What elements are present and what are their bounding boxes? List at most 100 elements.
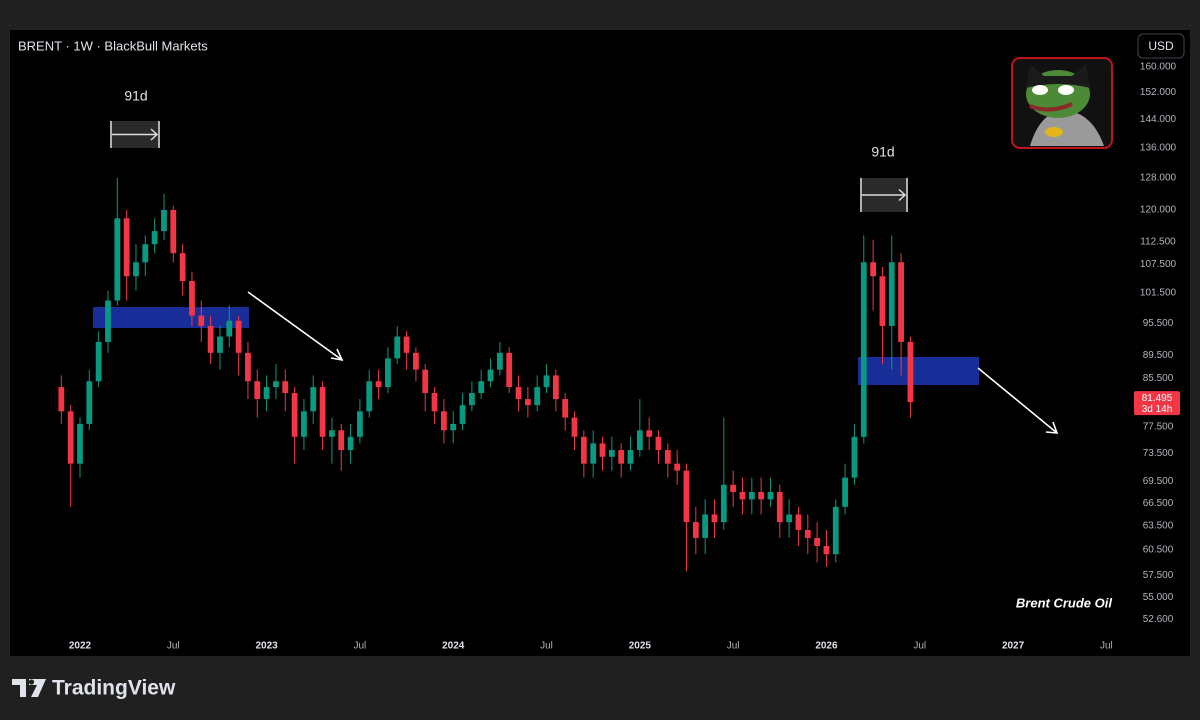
candle-body: [524, 399, 531, 406]
candle-body: [739, 492, 746, 500]
candle-body: [105, 300, 111, 342]
y-tick-label: 160.000: [1140, 62, 1177, 73]
candle-body: [161, 209, 167, 232]
trend-arrow: [977, 367, 1059, 434]
candle-body: [823, 545, 830, 555]
candle-body: [608, 450, 615, 457]
candle-body: [580, 436, 587, 464]
candle-body: [394, 336, 401, 359]
y-axis: 160.000 152.000 144.000 136.000 128.000 120.0…: [1122, 62, 1177, 625]
candle-body: [217, 336, 223, 353]
candle-body: [552, 375, 559, 400]
candle-body: [627, 450, 634, 464]
brand-logo: TradingView: [12, 677, 176, 700]
candle-body: [67, 411, 74, 464]
candle-body: [636, 430, 643, 451]
chart-pane: [10, 30, 1190, 656]
candle-body: [515, 387, 522, 400]
candle-body: [748, 492, 755, 500]
y-tick-label: 55.000: [1143, 592, 1174, 603]
x-tick-label: Jul: [354, 641, 367, 652]
candle-body: [151, 231, 158, 245]
candle-body: [599, 443, 606, 457]
candle-body: [422, 369, 429, 394]
range-marker: 91d: [110, 88, 160, 148]
candle-body: [431, 393, 438, 412]
candles: [58, 177, 914, 572]
candle-body: [590, 443, 597, 464]
candle-body: [198, 315, 205, 326]
candle-body: [842, 477, 849, 507]
candle-body: [226, 320, 233, 337]
candle-body: [674, 463, 681, 471]
candle-body: [301, 411, 307, 437]
candle-body: [814, 537, 821, 546]
candle-body: [776, 492, 783, 523]
countdown-label: 3d 14h: [1142, 404, 1173, 415]
y-tick-label: 101.500: [1140, 288, 1177, 299]
y-tick-label: 152.000: [1140, 87, 1177, 98]
candle-body: [207, 325, 214, 353]
avatar-badge: [1045, 127, 1063, 137]
candle-body: [487, 369, 494, 382]
x-tick-label: 2026: [815, 641, 838, 652]
x-tick-label: 2024: [442, 641, 465, 652]
brand-mark: [12, 679, 46, 697]
candle-body: [263, 387, 270, 400]
currency-button[interactable]: [1137, 33, 1185, 59]
y-tick-label: 52.600: [1143, 614, 1174, 625]
candle-body: [720, 484, 727, 523]
supply-zone: [93, 307, 249, 328]
candle-body: [804, 529, 811, 538]
candle-body: [562, 399, 569, 418]
candle-body: [114, 218, 121, 301]
range-label: 91d: [124, 88, 147, 104]
avatar-body: [1030, 110, 1104, 146]
candle-body: [403, 336, 410, 353]
candle-body: [459, 405, 466, 424]
x-tick-label: Jul: [727, 641, 740, 652]
trend-arrow: [247, 291, 344, 362]
x-tick-label: 2023: [255, 641, 278, 652]
watermark: Brent Crude Oil: [1016, 595, 1112, 610]
candle-body: [77, 423, 83, 464]
supply-zone: [858, 357, 979, 385]
candle-body: [907, 341, 914, 403]
range-arrow: [862, 188, 907, 202]
candle-body: [758, 492, 765, 500]
candle-body: [282, 381, 289, 394]
candle-body: [254, 381, 261, 400]
candle-body: [357, 411, 363, 437]
candle-body: [795, 514, 802, 530]
last-price-label: 81.495: [1142, 393, 1173, 404]
candle-body: [870, 262, 876, 277]
candle-body: [123, 218, 130, 277]
candle-body: [468, 393, 475, 406]
candle-body: [189, 281, 195, 316]
range-arrow: [112, 128, 159, 141]
candle-body: [506, 352, 513, 388]
y-tick-label: 63.500: [1143, 521, 1174, 532]
y-tick-label: 89.500: [1143, 350, 1174, 361]
candle-body: [702, 514, 709, 538]
brand-name: TradingView: [52, 677, 176, 700]
candle-body: [245, 352, 251, 382]
candle-body: [347, 436, 354, 451]
y-tick-label: 77.500: [1143, 422, 1174, 433]
candle-body: [888, 262, 895, 326]
candle-body: [133, 262, 139, 277]
x-tick-label: 2022: [69, 641, 92, 652]
brand-dot: [28, 679, 35, 685]
y-tick-label: 136.000: [1140, 142, 1177, 153]
y-tick-label: 120.000: [1140, 205, 1177, 216]
y-tick-label: 128.000: [1140, 173, 1177, 184]
candle-body: [413, 352, 419, 370]
x-tick-label: 2027: [1002, 641, 1025, 652]
candle-body: [860, 262, 867, 437]
avatar-mouth: [1029, 102, 1073, 112]
x-tick-label: Jul: [167, 641, 180, 652]
candle-body: [664, 450, 671, 464]
candle-body: [478, 381, 485, 394]
